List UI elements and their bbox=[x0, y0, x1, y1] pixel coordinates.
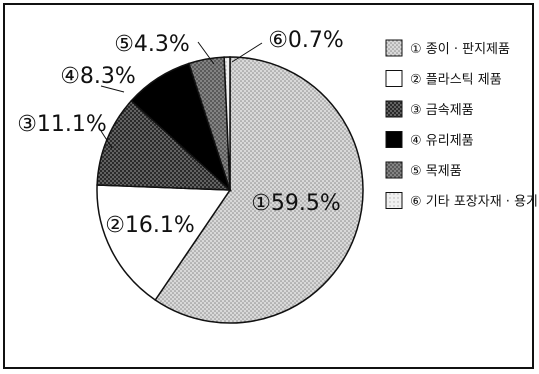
slice-label-3: ③11.1% bbox=[17, 112, 107, 137]
legend-swatch-2 bbox=[385, 70, 403, 87]
legend-label-4: ④ 유리제품 bbox=[410, 134, 474, 149]
slice-label-2: ②16.1% bbox=[105, 213, 195, 238]
slice-label-1: ①59.5% bbox=[251, 191, 341, 216]
leader-line-4 bbox=[100, 85, 125, 93]
slice-label-6: ⑥0.7% bbox=[268, 28, 344, 53]
leader-line-5 bbox=[197, 41, 215, 65]
legend-label-2: ② 플라스틱 제품 bbox=[410, 73, 502, 88]
pie-slice-2 bbox=[96, 184, 232, 302]
legend-label-1: ① 종이 · 판지제품 bbox=[410, 42, 510, 57]
legend-swatch-6 bbox=[385, 192, 403, 209]
pie-slices bbox=[96, 56, 364, 324]
legend-swatch-3 bbox=[385, 100, 403, 118]
legend-swatch-5 bbox=[385, 161, 403, 179]
legend-label-3: ③ 금속제품 bbox=[410, 103, 474, 118]
legend-label-5: ⑤ 목제품 bbox=[410, 164, 462, 179]
legend-label-6: ⑥ 기타 포장자재 · 용기 bbox=[410, 195, 538, 210]
legend: ① 종이 · 판지제품 ② 플라스틱 제품 ③ 금속제품 ④ 유리제품 ⑤ 목제품 ⑥ 기… bbox=[385, 39, 538, 210]
legend-swatch-4 bbox=[385, 131, 403, 148]
pie-slice-1 bbox=[154, 56, 364, 324]
slice-labels: ①59.5% ②16.1% ③11.1% ④8.3% ⑤4.3% ⑥0.7% bbox=[17, 28, 344, 238]
pie-slice-6 bbox=[223, 56, 231, 191]
slice-label-4: ④8.3% bbox=[60, 64, 136, 89]
leader-line-6 bbox=[231, 42, 263, 63]
slice-label-5: ⑤4.3% bbox=[114, 32, 190, 57]
leader-line-3 bbox=[100, 130, 113, 149]
legend-swatch-1 bbox=[385, 39, 403, 57]
